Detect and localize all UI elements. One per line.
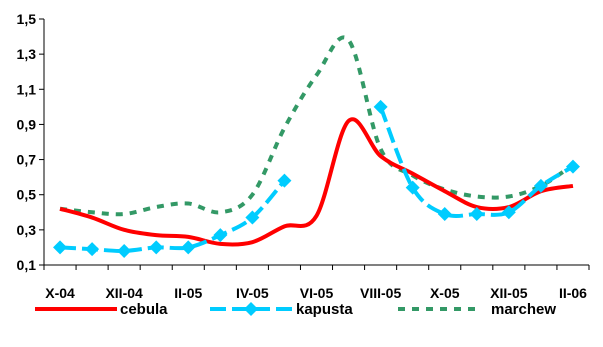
y-tick-label: 0,7 <box>17 152 37 168</box>
x-tick-label: II-06 <box>559 285 587 301</box>
x-tick-label: XII-04 <box>105 285 143 301</box>
legend-label-cebula: cebula <box>120 301 168 318</box>
data-point-kapusta <box>181 240 195 254</box>
y-tick-label: 1,3 <box>17 46 37 62</box>
data-point-kapusta <box>213 228 227 242</box>
legend-label-marchew: marchew <box>491 301 556 318</box>
series-line-kapusta <box>381 107 573 216</box>
y-tick-label: 0,5 <box>17 187 37 203</box>
x-tick-label: VI-05 <box>300 285 334 301</box>
legend-item-marchew: marchew <box>398 301 556 318</box>
series-line-marchew <box>60 37 573 214</box>
data-point-kapusta <box>149 240 163 254</box>
data-point-kapusta <box>85 242 99 256</box>
y-tick-label: 0,3 <box>17 222 37 238</box>
y-tick-label: 1,1 <box>17 81 37 97</box>
y-tick-label: 1,5 <box>17 11 37 27</box>
data-point-kapusta <box>438 207 452 221</box>
legend-marker-kapusta <box>244 302 258 316</box>
plot-area: 0,1 0,3 0,5 0,7 0,9 1,1 1,3 1,5 X-04 XII-04 II-05 I… <box>17 11 589 301</box>
data-point-kapusta <box>53 240 67 254</box>
legend-item-kapusta: kapusta <box>210 301 353 318</box>
x-tick-label: X-05 <box>430 285 460 301</box>
x-tick-label: X-04 <box>45 285 75 301</box>
data-point-kapusta <box>374 100 388 114</box>
data-point-kapusta <box>117 244 131 258</box>
y-tick-label: 0,9 <box>17 116 37 132</box>
x-tick-label: IV-05 <box>236 285 269 301</box>
legend: cebula kapusta marchew <box>35 301 556 318</box>
data-point-kapusta <box>277 174 291 188</box>
series-line-cebula <box>60 119 573 244</box>
legend-label-kapusta: kapusta <box>296 301 353 318</box>
y-tick-label: 0,1 <box>17 257 37 273</box>
legend-item-cebula: cebula <box>35 301 168 318</box>
x-tick-label: XII-05 <box>490 285 528 301</box>
x-tick-label: VIII-05 <box>360 285 401 301</box>
x-tick-label: II-05 <box>174 285 202 301</box>
